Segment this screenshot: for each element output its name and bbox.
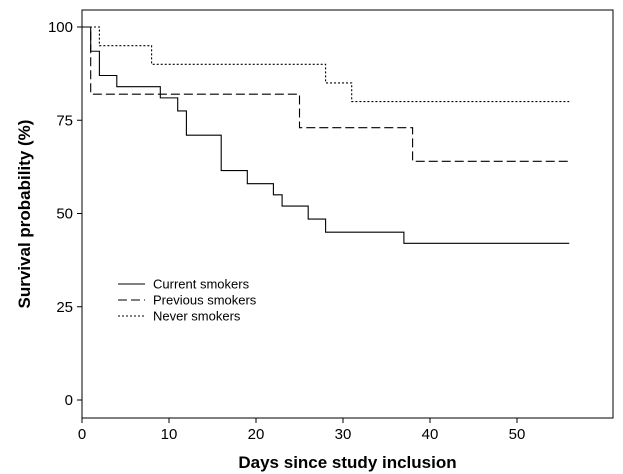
- x-tick-label: 20: [248, 426, 265, 443]
- series-layer: [82, 26, 570, 244]
- x-tick-label: 0: [78, 426, 86, 443]
- x-axis: 0 10 20 30 40 50: [78, 418, 526, 443]
- x-tick-label: 30: [335, 426, 352, 443]
- y-tick-label: 50: [56, 206, 73, 223]
- series-line-current-smokers: [82, 26, 570, 244]
- y-tick-label: 75: [56, 112, 73, 129]
- plot-frame: [81, 9, 614, 419]
- y-tick-label: 0: [65, 392, 73, 409]
- y-axis-title: Survival probability (%): [15, 120, 34, 309]
- x-tick-label: 40: [422, 426, 439, 443]
- y-tick-label: 100: [48, 19, 73, 36]
- plot-border: [81, 9, 614, 419]
- x-axis-title: Days since study inclusion: [238, 453, 456, 472]
- legend-label: Previous smokers: [153, 293, 257, 308]
- legend-label: Current smokers: [153, 277, 250, 292]
- series-line-never-smokers: [82, 26, 570, 103]
- x-tick-label: 50: [509, 426, 526, 443]
- y-axis: 0 25 50 75 100: [48, 19, 82, 409]
- legend-label: Never smokers: [153, 309, 241, 324]
- y-tick-label: 25: [56, 299, 73, 316]
- series-line-previous-smokers: [82, 26, 570, 162]
- x-tick-label: 10: [161, 426, 178, 443]
